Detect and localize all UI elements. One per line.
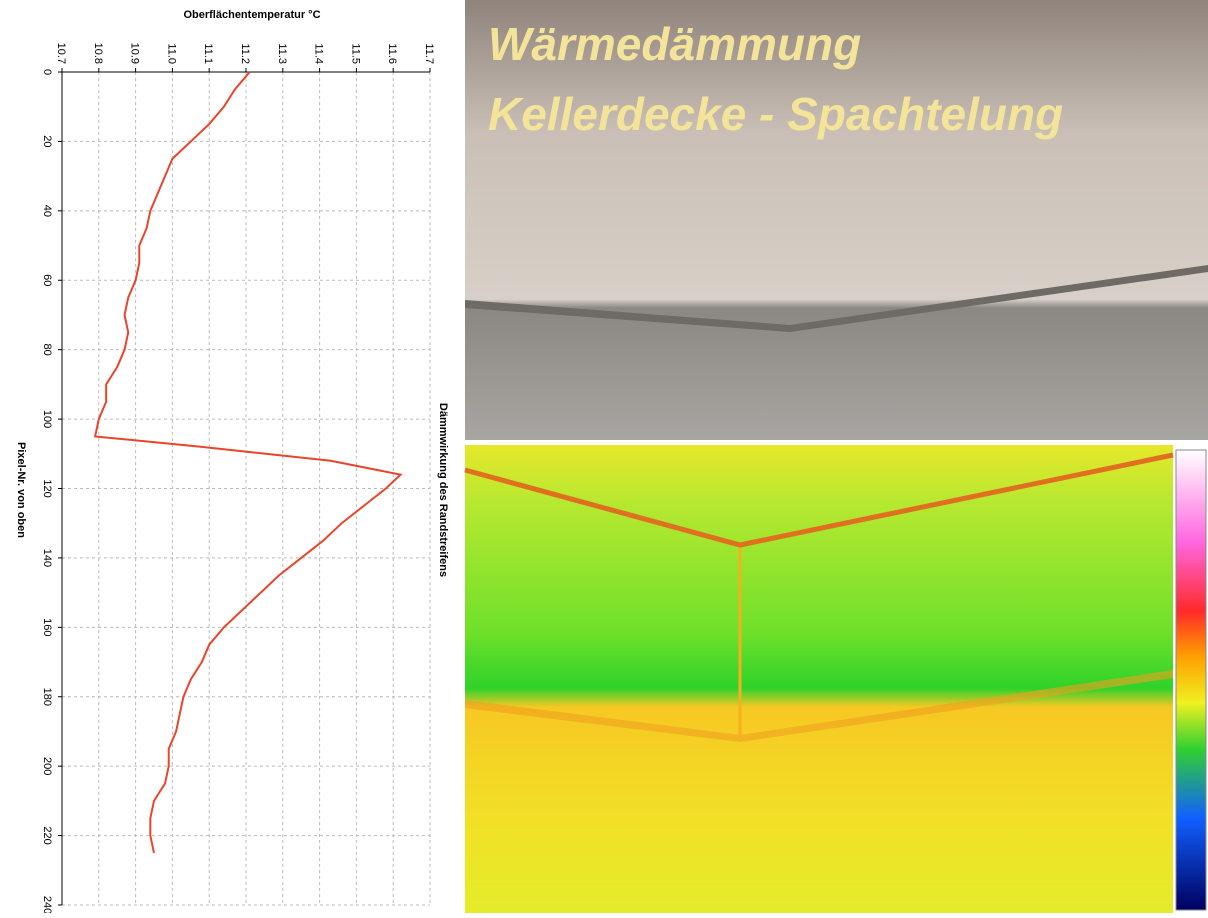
annotation: Dämmwirkung des Randstreifens xyxy=(437,403,449,577)
page: Wärmedämmung Kellerdecke - Spachtelung O… xyxy=(0,0,1208,913)
x-tick-label: 80 xyxy=(41,344,53,356)
thermal-image xyxy=(465,445,1173,913)
y-tick-label: 10.9 xyxy=(129,43,141,64)
y-tick-label: 11.5 xyxy=(349,43,361,64)
x-tick-label: 0 xyxy=(41,69,53,75)
x-tick-label: 200 xyxy=(41,757,53,775)
y-tick-label: 10.8 xyxy=(92,43,104,64)
x-tick-label: 20 xyxy=(41,135,53,147)
y-tick-label: 11.3 xyxy=(276,43,288,64)
photo-title: Kellerdecke - Spachtelung xyxy=(488,88,1063,140)
x-tick-label: 60 xyxy=(41,274,53,286)
y-tick-label: 11.4 xyxy=(313,43,325,64)
y-tick-label: 10.7 xyxy=(55,43,67,64)
x-tick-label: 220 xyxy=(41,826,53,844)
x-tick-label: 40 xyxy=(41,205,53,217)
y-tick-label: 11.2 xyxy=(239,43,251,64)
x-tick-label: 180 xyxy=(41,688,53,706)
y-tick-label: 11.6 xyxy=(386,43,398,64)
x-tick-label: 140 xyxy=(41,549,53,567)
photo-title: Wärmedämmung xyxy=(488,18,861,70)
y-tick-label: 11.1 xyxy=(202,43,214,64)
color-scale xyxy=(1176,450,1206,910)
y-tick-label: 11.0 xyxy=(165,43,177,64)
plot: 10.7 10.8 10.9 11.0 11.1 11.2 11.3 11.4 11.5 11.6… xyxy=(41,43,435,913)
axis-title: Pixel-Nr. von oben xyxy=(15,442,27,538)
x-tick-label: 100 xyxy=(41,410,53,428)
chart-title: Oberflächentemperatur °C xyxy=(183,9,320,21)
data-line xyxy=(95,72,400,853)
y-tick-label: 11.7 xyxy=(423,43,435,64)
x-tick-label: 160 xyxy=(41,618,53,636)
x-tick-label: 120 xyxy=(41,479,53,497)
x-tick-label: 240 xyxy=(41,896,53,913)
